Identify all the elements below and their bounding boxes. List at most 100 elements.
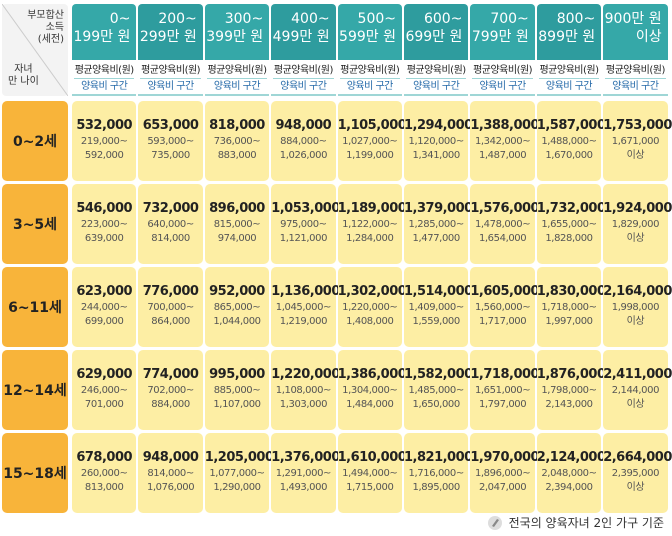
range-low: 1,485,000~ bbox=[408, 385, 465, 396]
average-cost: 1,753,000 bbox=[603, 118, 672, 133]
corner-text: 소득 bbox=[45, 22, 64, 33]
subheader-label: 평균양육비(원) bbox=[339, 63, 400, 79]
corner-income: 부모합산 소득 (세전) bbox=[27, 10, 64, 46]
range-low: 1,655,000~ bbox=[541, 219, 597, 230]
average-cost: 546,000 bbox=[76, 201, 133, 216]
income-range: 699만 원 bbox=[405, 29, 463, 45]
table-cell: 1,189,000 1,122,000~ 1,284,000 bbox=[337, 184, 407, 264]
range-high: 이상 bbox=[626, 233, 645, 244]
range-low: 815,000~ bbox=[213, 219, 261, 230]
average-cost: 1,105,000 bbox=[337, 118, 407, 133]
average-cost: 678,000 bbox=[76, 450, 133, 465]
column-subheader: 평균양육비(원) 양육비 구간 bbox=[603, 60, 668, 96]
range-high: 1,997,000 bbox=[545, 316, 593, 327]
table-cell: 732,000 640,000~ 814,000 bbox=[138, 184, 203, 264]
table-cell: 623,000 244,000~ 699,000 bbox=[72, 267, 137, 347]
column-subheader: 평균양육비(원) 양육비 구간 bbox=[271, 60, 336, 96]
average-cost: 2,664,000 bbox=[603, 450, 672, 465]
table-cell: 995,000 885,000~ 1,107,000 bbox=[204, 350, 270, 430]
income-range: 300~ bbox=[224, 11, 264, 27]
range-low: 1,494,000~ bbox=[342, 468, 398, 479]
range-high: 이상 bbox=[626, 316, 645, 327]
range-low: 1,998,000 bbox=[611, 302, 660, 313]
average-cost: 2,164,000 bbox=[603, 284, 672, 299]
range-low: 975,000~ bbox=[280, 219, 327, 230]
footnote-box: 전국의 양육자녀 2인 가구 기준 bbox=[487, 514, 664, 531]
table-cell: 546,000 223,000~ 639,000 bbox=[72, 184, 137, 264]
range-low: 702,000~ bbox=[147, 385, 194, 396]
range-low: 885,000~ bbox=[213, 385, 261, 396]
row-label: 12~14세 bbox=[2, 350, 68, 430]
range-low: 1,122,000~ bbox=[342, 219, 398, 230]
average-cost: 653,000 bbox=[142, 118, 199, 133]
footnote-icon bbox=[487, 515, 502, 530]
table-cell: 1,386,000 1,304,000~ 1,484,000 bbox=[337, 350, 407, 430]
range-low: 1,478,000~ bbox=[474, 219, 531, 230]
table-cell: 1,105,000 1,027,000~ 1,199,000 bbox=[337, 101, 407, 181]
range-high: 592,000 bbox=[84, 150, 124, 161]
range-low: 1,896,000~ bbox=[474, 468, 531, 479]
column-header: 700~ 799만 원 bbox=[470, 4, 535, 60]
range-high: 이상 bbox=[626, 150, 645, 161]
range-high: 1,654,000 bbox=[478, 233, 527, 244]
average-cost: 1,053,000 bbox=[271, 201, 340, 216]
range-low: 1,027,000~ bbox=[342, 136, 398, 147]
range-high: 814,000 bbox=[151, 233, 190, 244]
table-cell: 774,000 702,000~ 884,000 bbox=[138, 350, 203, 430]
range-high: 1,408,000 bbox=[346, 316, 394, 327]
corner-text: 부모합산 bbox=[27, 10, 64, 21]
table-cell: 2,124,000 2,048,000~ 2,394,000 bbox=[536, 433, 606, 513]
table-cell: 952,000 865,000~ 1,044,000 bbox=[204, 267, 270, 347]
column-subheader: 평균양육비(원) 양육비 구간 bbox=[470, 60, 535, 96]
subheader-label: 양육비 구간 bbox=[413, 81, 460, 92]
table-cell: 2,664,000 2,395,000 이상 bbox=[603, 433, 672, 513]
average-cost: 2,124,000 bbox=[536, 450, 606, 465]
income-range: 600~ bbox=[423, 11, 463, 27]
table-cell: 1,582,000 1,485,000~ 1,650,000 bbox=[404, 350, 473, 430]
table-cell: 1,587,000 1,488,000~ 1,670,000 bbox=[536, 101, 606, 181]
range-high: 735,000 bbox=[151, 150, 190, 161]
table-cell: 653,000 593,000~ 735,000 bbox=[138, 101, 203, 181]
range-high: 1,076,000 bbox=[146, 482, 195, 493]
range-low: 1,671,000 bbox=[611, 136, 660, 147]
average-cost: 629,000 bbox=[76, 367, 133, 382]
subheader-label: 양육비 구간 bbox=[479, 81, 526, 92]
column-header: 800~ 899만 원 bbox=[536, 4, 602, 60]
average-cost: 1,220,000 bbox=[271, 367, 340, 382]
range-low: 219,000~ bbox=[80, 136, 128, 147]
average-cost: 1,830,000 bbox=[536, 284, 606, 299]
range-high: 이상 bbox=[626, 399, 645, 410]
table-cell: 1,379,000 1,285,000~ 1,477,000 bbox=[404, 184, 473, 264]
column-header: 500~ 599만 원 bbox=[337, 4, 402, 60]
subheader-label: 평균양육비(원) bbox=[273, 63, 334, 79]
column-subheader: 평균양육비(원) 양육비 구간 bbox=[337, 60, 402, 96]
average-cost: 1,718,000 bbox=[470, 367, 540, 382]
column-subheader: 평균양육비(원) 양육비 구간 bbox=[404, 60, 469, 96]
range-low: 1,108,000~ bbox=[275, 385, 332, 396]
range-low: 1,716,000~ bbox=[408, 468, 465, 479]
corner-text: 만 나이 bbox=[8, 76, 39, 87]
subheader-label: 평균양육비(원) bbox=[538, 63, 600, 79]
table-cell: 776,000 700,000~ 864,000 bbox=[138, 267, 203, 347]
table-cell: 1,753,000 1,671,000 이상 bbox=[603, 101, 672, 181]
range-low: 1,829,000 bbox=[611, 219, 660, 230]
range-high: 1,199,000 bbox=[346, 150, 394, 161]
range-low: 223,000~ bbox=[80, 219, 128, 230]
average-cost: 948,000 bbox=[275, 118, 332, 133]
subheader-label: 평균양육비(원) bbox=[472, 63, 533, 79]
average-cost: 732,000 bbox=[142, 201, 199, 216]
range-high: 1,670,000 bbox=[545, 150, 593, 161]
average-cost: 1,136,000 bbox=[271, 284, 340, 299]
subheader-label: 양육비 구간 bbox=[612, 81, 659, 92]
average-cost: 776,000 bbox=[142, 284, 199, 299]
range-high: 1,290,000 bbox=[213, 482, 261, 493]
column-header: 400~ 499만 원 bbox=[271, 4, 336, 60]
average-cost: 1,294,000 bbox=[404, 118, 473, 133]
average-cost: 1,605,000 bbox=[470, 284, 540, 299]
income-range: 0~ bbox=[109, 11, 131, 27]
subheader-label: 양육비 구간 bbox=[545, 81, 593, 92]
income-range: 500~ bbox=[357, 11, 396, 27]
subheader-label: 평균양육비(원) bbox=[140, 63, 201, 79]
row-label: 3~5세 bbox=[2, 184, 68, 264]
range-low: 2,144,000 bbox=[611, 385, 660, 396]
